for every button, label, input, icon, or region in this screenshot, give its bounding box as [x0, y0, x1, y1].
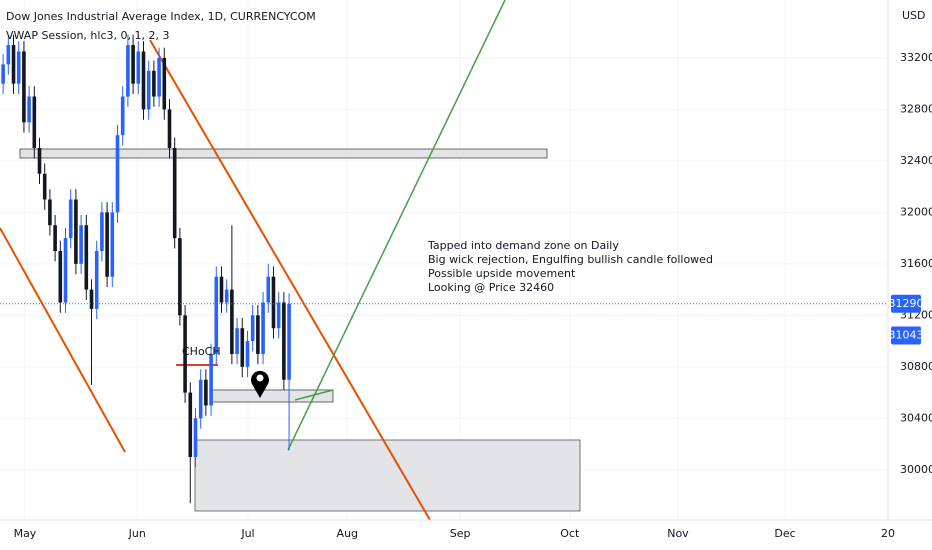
candle-body — [261, 302, 265, 354]
x-tick-label: Nov — [667, 527, 689, 540]
candle-body — [110, 212, 115, 277]
candle-body — [16, 51, 21, 84]
projection-line — [294, 389, 334, 401]
candle-body — [32, 96, 37, 149]
candle-body — [68, 199, 73, 239]
candle-body — [224, 289, 229, 303]
candle-body — [100, 212, 104, 251]
candle-body — [219, 276, 224, 303]
candle-body — [204, 379, 208, 406]
x-tick-label: Aug — [337, 527, 358, 540]
candle-body — [136, 51, 141, 84]
candle-body — [287, 303, 291, 380]
candle-body — [37, 148, 42, 174]
candle-body — [157, 57, 161, 97]
candle-body — [152, 70, 156, 97]
candle-body — [250, 315, 255, 342]
choch-label: CHoCH — [182, 345, 221, 358]
candle-body — [6, 45, 11, 65]
y-tick-label: 32800 — [900, 102, 932, 115]
candle-body — [282, 302, 286, 380]
price-badge-label: 31043 — [889, 329, 924, 342]
candle-body — [214, 276, 219, 354]
x-tick-label: Sep — [450, 527, 471, 540]
pin-marker-dot — [256, 374, 264, 382]
candle-body — [74, 199, 78, 264]
supply-zone — [19, 148, 548, 159]
candle-body — [22, 51, 26, 123]
candle-body — [53, 225, 57, 251]
candle-body — [1, 64, 5, 84]
candle-body — [63, 238, 68, 303]
candle-body — [172, 148, 177, 239]
candle-body — [188, 392, 193, 457]
candle-body — [120, 96, 125, 136]
candle-body — [131, 45, 135, 84]
annotation: Tapped into demand zone on Daily — [427, 239, 619, 252]
x-tick-label: Oct — [560, 527, 580, 540]
y-tick-label: 31600 — [900, 257, 932, 270]
annotation: Looking @ Price 32460 — [428, 281, 554, 294]
price-badge-label: 31290 — [889, 297, 924, 310]
candle-body — [276, 302, 281, 329]
channel-line — [0, 227, 126, 453]
candle-body — [115, 135, 120, 213]
candle-body — [240, 328, 245, 367]
x-tick-label: Jul — [240, 527, 254, 540]
candle-body — [183, 315, 187, 393]
candle-body — [48, 199, 52, 226]
currency-label: USD — [902, 9, 926, 22]
candle-body — [235, 328, 239, 354]
candle-body — [105, 212, 109, 277]
candle-body — [271, 276, 276, 329]
y-tick-label: 33200 — [900, 51, 932, 64]
candle-body — [58, 250, 63, 303]
candle-body — [266, 276, 271, 303]
candle-body — [126, 45, 130, 97]
candle-body — [230, 289, 234, 354]
channel-line — [149, 39, 431, 521]
price-badge — [891, 294, 921, 313]
x-tick-label: 20 — [881, 527, 895, 540]
candle-body — [256, 315, 260, 354]
y-tick-label: 32400 — [900, 154, 932, 167]
candle-body — [27, 96, 31, 123]
candle-body — [94, 250, 99, 309]
candle-body — [141, 51, 146, 110]
annotation: Big wick rejection, Engulfing bullish ca… — [428, 253, 713, 266]
candle-body — [11, 45, 16, 84]
candle-body — [146, 70, 151, 110]
x-tick-label: May — [14, 527, 37, 540]
chart-title: Dow Jones Industrial Average Index, 1D, … — [6, 10, 316, 23]
candle-body — [84, 225, 89, 290]
y-tick-label: 30000 — [900, 463, 932, 476]
y-tick-label: 30400 — [900, 411, 932, 424]
price-badge — [891, 326, 921, 345]
annotation: Possible upside movement — [428, 267, 576, 280]
y-tick-label: 32000 — [900, 205, 932, 218]
projection-line — [287, 0, 506, 451]
candle-body — [79, 225, 83, 264]
candle-body — [209, 353, 213, 406]
candle-body — [178, 238, 182, 316]
candle-body — [198, 379, 203, 419]
indicator-label: VWAP Session, hlc3, 0, 1, 2, 3 — [6, 29, 169, 42]
demand-zone — [194, 439, 581, 512]
candle-body — [245, 341, 250, 367]
candle-body — [89, 289, 94, 309]
candle-body — [42, 173, 47, 200]
candle-body — [162, 57, 167, 110]
candle-body — [193, 418, 198, 457]
x-tick-label: Dec — [774, 527, 795, 540]
y-tick-label: 30800 — [900, 360, 932, 373]
pin-marker — [251, 370, 269, 398]
candle-body — [167, 109, 172, 149]
x-tick-label: Jun — [128, 527, 146, 540]
